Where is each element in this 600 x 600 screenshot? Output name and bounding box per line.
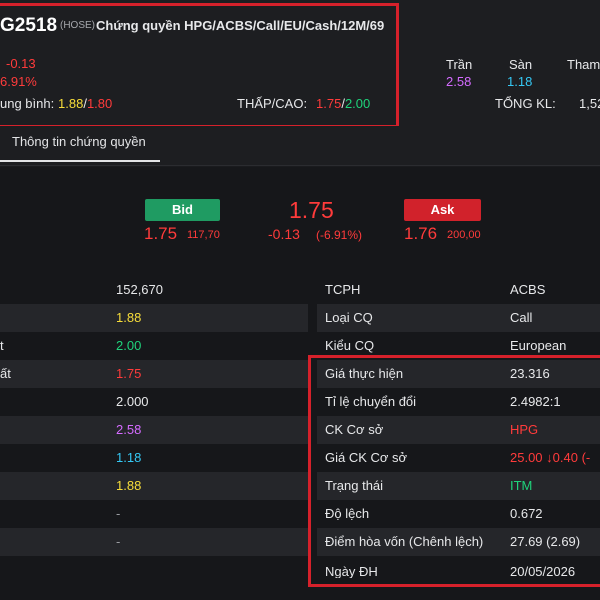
last-change-pct: (-6.91%) (316, 228, 363, 242)
table-row: 2.000 (0, 388, 308, 416)
price-change: -0.13 (6, 56, 36, 71)
table-row: ất 1.75 (0, 360, 308, 388)
row-label: Kiểu CQ (325, 338, 375, 353)
row-value: 1.75 (116, 366, 142, 381)
table-row: 1.88 (0, 304, 308, 332)
range-low: 1.75 (316, 96, 342, 111)
row-value: European (510, 338, 567, 353)
last-price: 1.75 (289, 197, 334, 223)
ask-price: 1.76 (404, 224, 438, 243)
row-value: - (116, 534, 121, 549)
row-value: 2.4982:1 (510, 394, 561, 409)
row-value: - (116, 506, 121, 521)
ask-volume: 200,00 (447, 229, 481, 241)
row-value: 20/05/2026 (510, 564, 576, 578)
floor-label: Sàn (509, 57, 533, 72)
arrow-down-icon: ↓ (546, 450, 553, 465)
ceiling-label: Trần (446, 57, 473, 72)
stock-symbol: G2518 (0, 15, 58, 36)
reference-label: Tham (567, 57, 600, 72)
table-row: Tỉ lệ chuyển đổi 2.4982:1 (317, 388, 600, 416)
underlying-price: 25.00 (510, 450, 543, 465)
row-value: 2.000 (116, 394, 149, 409)
row-label: CK Cơ sở (325, 422, 384, 437)
table-row: Giá thực hiện 23.316 (317, 360, 600, 388)
tab-warrant-info[interactable]: Thông tin chứng quyền (12, 134, 146, 149)
row-value: 23.316 (510, 366, 550, 381)
range-values: 1.75/2.00 (316, 96, 370, 111)
row-label: Loại CQ (325, 310, 373, 325)
highlight-box-header (0, 3, 399, 128)
table-row: 1.18 (0, 444, 308, 472)
row-label: Độ lệch (325, 506, 370, 521)
row-value: 2.00 (116, 338, 142, 353)
row-label: t (0, 338, 4, 353)
average-low: 1.80 (86, 96, 113, 111)
row-label: Giá thực hiện (325, 366, 404, 381)
table-row: Giá CK Cơ sở 25.00 ↓0.40 (- (317, 444, 600, 472)
tab-bar: Thông tin chứng quyền (0, 126, 600, 166)
range-label: THẤP/CAO: (237, 96, 308, 111)
table-row: TCPH ACBS (317, 276, 600, 304)
row-label: Điểm hòa vốn (Chênh lệch) (325, 534, 484, 549)
row-value: 2.58 (116, 422, 142, 437)
table-row: - (0, 528, 308, 556)
row-label: ất (0, 366, 11, 381)
floor-value: 1.18 (507, 74, 533, 89)
bid-button[interactable]: Bid (145, 199, 220, 221)
average-high: 1.88 (58, 96, 84, 111)
exchange-label: (HOSE) (60, 20, 95, 31)
average-values: 1.88/1.80 (58, 96, 112, 111)
row-value: HPG (510, 422, 539, 437)
total-volume-value: 1,52 (579, 96, 600, 111)
row-label: Trạng thái (325, 478, 384, 493)
row-value: 27.69 (2.69) (510, 534, 581, 549)
table-row: 1.88 (0, 472, 308, 500)
row-value: 0.672 (510, 506, 543, 521)
table-row: Ngày ĐH 20/05/2026 (317, 556, 600, 578)
total-volume-label: TỔNG KL: (495, 96, 556, 111)
average-label: ung bình: (0, 96, 55, 111)
row-value: 152,670 (116, 282, 163, 297)
ask-button[interactable]: Ask (404, 199, 481, 221)
row-label: Ngày ĐH (325, 564, 378, 578)
row-value: ITM (510, 478, 533, 493)
table-row: CK Cơ sở HPG (317, 416, 600, 444)
table-row: Kiểu CQ European (317, 332, 600, 360)
warrant-info-panel: Bid 1.75 117,70 1.75 -0.13 (-6.91%) Ask … (0, 167, 600, 600)
row-label: Giá CK Cơ sở (325, 450, 408, 465)
underlying-change: 0.40 (- (552, 450, 591, 465)
warrant-title: Chứng quyền HPG/ACBS/Call/EU/Cash/12M/69 (96, 18, 385, 33)
row-value: 1.88 (116, 310, 142, 325)
price-change-pct-value: 6.91% (0, 74, 37, 89)
table-row: 2.58 (0, 416, 308, 444)
row-label: Tỉ lệ chuyển đổi (325, 394, 417, 409)
stock-header: G2518 (HOSE) Chứng quyền HPG/ACBS/Call/E… (0, 0, 600, 126)
row-value: 25.00 ↓0.40 (- (510, 444, 590, 472)
bid-price: 1.75 (144, 224, 178, 243)
table-row: Loại CQ Call (317, 304, 600, 332)
range-sep: / (341, 96, 345, 111)
row-label: TCPH (325, 282, 361, 297)
last-change: -0.13 (268, 226, 300, 242)
ceiling-value: 2.58 (446, 74, 472, 89)
row-value: Call (510, 310, 533, 325)
bid-volume: 117,70 (187, 229, 220, 241)
table-row: - (0, 500, 308, 528)
table-row: Độ lệch 0.672 (317, 500, 600, 528)
table-row: t 2.00 (0, 332, 308, 360)
average-sep: / (83, 96, 87, 111)
table-row: Trạng thái ITM (317, 472, 600, 500)
highlight-box-details (308, 355, 600, 587)
price-change-pct: 6.91% (0, 74, 37, 89)
range-high: 2.00 (344, 96, 371, 111)
table-row: 152,670 (0, 276, 308, 304)
row-value: ACBS (510, 282, 546, 297)
tab-active-indicator (0, 160, 160, 162)
row-value: 1.88 (116, 478, 142, 493)
row-value: 1.18 (116, 450, 142, 465)
table-row: Điểm hòa vốn (Chênh lệch) 27.69 (2.69) (317, 528, 600, 556)
